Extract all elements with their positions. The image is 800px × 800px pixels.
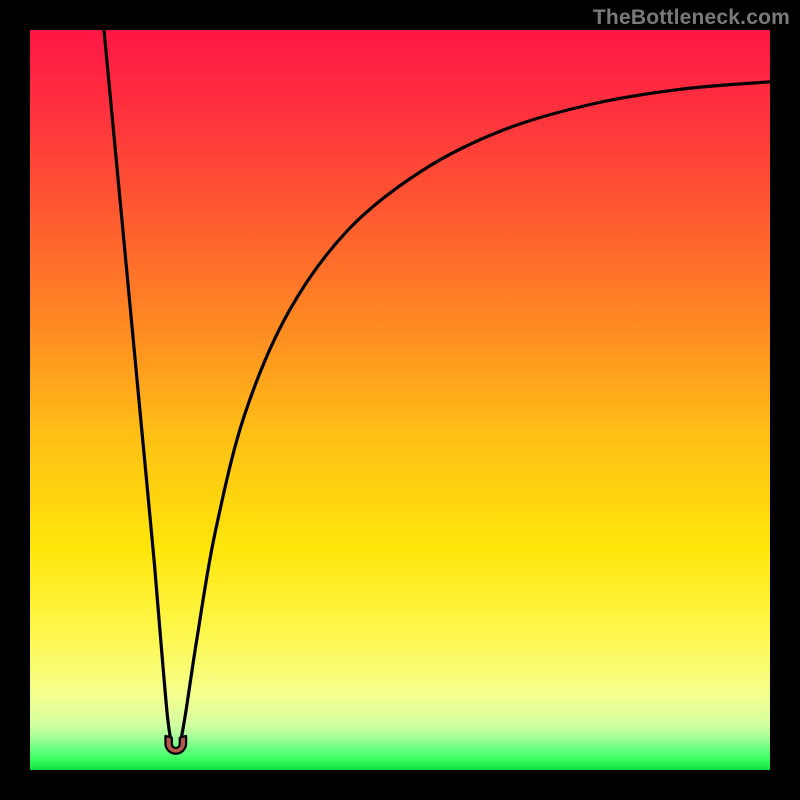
gradient-plot-area xyxy=(30,30,770,770)
stage: TheBottleneck.com xyxy=(0,0,800,800)
watermark-text: TheBottleneck.com xyxy=(593,6,790,30)
chart-svg xyxy=(0,0,800,800)
